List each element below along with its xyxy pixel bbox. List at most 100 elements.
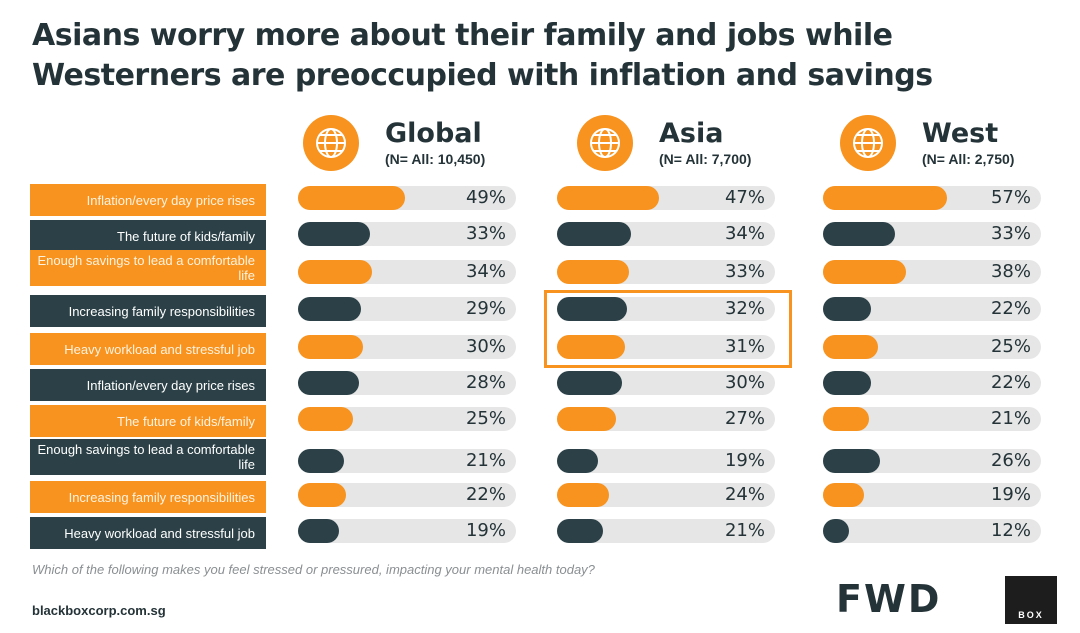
bar-track: 21%	[298, 449, 516, 473]
bar-asia	[557, 297, 627, 321]
globe-icon	[577, 115, 633, 171]
bar-track: 19%	[298, 519, 516, 543]
bar-track: 32%	[557, 297, 775, 321]
bar-track: 47%	[557, 186, 775, 210]
bar-west	[823, 449, 880, 473]
bar-west	[823, 483, 865, 507]
bar-track: 34%	[298, 260, 516, 284]
category-label: Heavy workload and stressful job	[30, 517, 266, 549]
region-sample-size: (N= All: 2,750)	[922, 151, 1015, 167]
bar-value-label: 19%	[465, 520, 506, 541]
bar-value-label: 24%	[724, 484, 765, 505]
bar-value-label: 32%	[724, 298, 765, 319]
category-label: Inflation/every day price rises	[30, 369, 266, 401]
bar-asia	[557, 222, 632, 246]
bar-value-label: 25%	[990, 336, 1031, 357]
bar-global	[298, 186, 405, 210]
fwd-logo: FWD	[836, 577, 942, 621]
bar-track: 19%	[557, 449, 775, 473]
asia-highlight-box	[544, 290, 792, 368]
bar-track: 21%	[557, 519, 775, 543]
category-label: Increasing family responsibilities	[30, 481, 266, 513]
region-name: West	[922, 118, 999, 149]
bar-west	[823, 407, 869, 431]
bar-value-label: 38%	[990, 261, 1031, 282]
bar-west	[823, 222, 895, 246]
bar-value-label: 25%	[465, 408, 506, 429]
bar-track: 25%	[823, 335, 1041, 359]
box-logo: BOX	[1005, 576, 1057, 624]
category-label: Increasing family responsibilities	[30, 295, 266, 327]
bar-track: 30%	[557, 371, 775, 395]
bar-track: 25%	[298, 407, 516, 431]
bar-track: 27%	[557, 407, 775, 431]
bar-value-label: 29%	[465, 298, 506, 319]
bar-value-label: 57%	[990, 187, 1031, 208]
bar-value-label: 33%	[465, 223, 506, 244]
bar-track: 22%	[823, 371, 1041, 395]
bar-asia	[557, 407, 616, 431]
bar-global	[298, 449, 344, 473]
bar-asia	[557, 519, 603, 543]
bar-track: 33%	[298, 222, 516, 246]
bar-value-label: 12%	[990, 520, 1031, 541]
category-label: Heavy workload and stressful job	[30, 333, 266, 365]
bar-value-label: 21%	[465, 450, 506, 471]
bar-west	[823, 297, 871, 321]
box-logo-label: BOX	[1018, 610, 1044, 620]
survey-question: Which of the following makes you feel st…	[32, 562, 595, 577]
bar-track: 33%	[823, 222, 1041, 246]
bar-track: 38%	[823, 260, 1041, 284]
bar-global	[298, 222, 370, 246]
bar-west	[823, 186, 948, 210]
chart-title: Asians worry more about their family and…	[32, 18, 933, 93]
bar-asia	[557, 186, 660, 210]
bar-track: 29%	[298, 297, 516, 321]
bar-value-label: 34%	[465, 261, 506, 282]
bar-value-label: 21%	[990, 408, 1031, 429]
bar-value-label: 22%	[465, 484, 506, 505]
bar-value-label: 21%	[724, 520, 765, 541]
bar-global	[298, 519, 340, 543]
bar-track: 24%	[557, 483, 775, 507]
bar-track: 34%	[557, 222, 775, 246]
bar-asia	[557, 449, 599, 473]
bar-west	[823, 519, 850, 543]
bar-global	[298, 335, 364, 359]
bar-value-label: 22%	[990, 372, 1031, 393]
category-label: Inflation/every day price rises	[30, 184, 266, 216]
bar-track: 12%	[823, 519, 1041, 543]
bar-track: 26%	[823, 449, 1041, 473]
bar-west	[823, 371, 871, 395]
region-name: Global	[385, 118, 482, 149]
bar-track: 22%	[823, 297, 1041, 321]
bar-value-label: 28%	[465, 372, 506, 393]
bar-global	[298, 297, 362, 321]
bar-value-label: 27%	[724, 408, 765, 429]
bar-value-label: 19%	[990, 484, 1031, 505]
bar-value-label: 49%	[465, 187, 506, 208]
bar-track: 31%	[557, 335, 775, 359]
region-name: Asia	[659, 118, 724, 149]
bar-track: 21%	[823, 407, 1041, 431]
bar-track: 22%	[298, 483, 516, 507]
bar-value-label: 30%	[724, 372, 765, 393]
bar-track: 57%	[823, 186, 1041, 210]
bar-track: 49%	[298, 186, 516, 210]
footer-url[interactable]: blackboxcorp.com.sg	[32, 603, 166, 618]
region-sample-size: (N= All: 7,700)	[659, 151, 752, 167]
bar-global	[298, 407, 353, 431]
bar-asia	[557, 483, 610, 507]
bar-value-label: 34%	[724, 223, 765, 244]
bar-global	[298, 260, 373, 284]
globe-icon	[303, 115, 359, 171]
bar-track: 19%	[823, 483, 1041, 507]
bar-value-label: 30%	[465, 336, 506, 357]
category-label: The future of kids/family	[30, 405, 266, 437]
bar-global	[298, 483, 346, 507]
region-sample-size: (N= All: 10,450)	[385, 151, 486, 167]
bar-value-label: 47%	[724, 187, 765, 208]
bar-value-label: 19%	[724, 450, 765, 471]
bar-value-label: 31%	[724, 336, 765, 357]
bar-west	[823, 335, 878, 359]
